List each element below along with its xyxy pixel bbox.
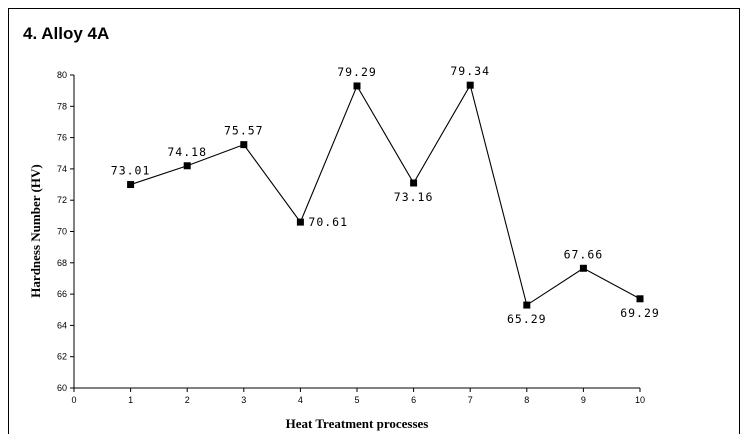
- y-tick-label: 74: [57, 164, 67, 174]
- y-tick-label: 64: [57, 320, 67, 330]
- data-label: 75.57: [224, 124, 264, 138]
- x-tick-label: 6: [411, 395, 416, 405]
- y-ticks: 60 62 64 66 68 70 72 74 76 78 80: [57, 70, 74, 393]
- data-point-marker: [523, 301, 531, 309]
- series-line: [130, 83, 641, 306]
- x-tick-label: 2: [185, 395, 190, 405]
- x-tick-label: 1: [128, 395, 133, 405]
- data-label: 69.29: [620, 306, 660, 320]
- x-tick-label: 9: [581, 395, 586, 405]
- y-tick-label: 78: [57, 101, 67, 111]
- y-tick-label: 72: [57, 195, 67, 205]
- y-tick-label: 66: [57, 289, 67, 299]
- data-label: 73.01: [111, 164, 151, 178]
- x-tick-label: 4: [298, 395, 303, 405]
- figure-frame: [8, 8, 740, 434]
- x-ticks: 0 1 2 3 4 5 6 7 8 9 10: [71, 388, 645, 405]
- data-label: 65.29: [507, 312, 547, 326]
- data-label: 70.61: [308, 215, 348, 229]
- data-point-marker: [353, 82, 361, 90]
- data-point-marker: [410, 179, 418, 187]
- y-tick-label: 60: [57, 383, 67, 393]
- data-point-marker: [579, 264, 587, 272]
- data-point-marker: [636, 295, 644, 303]
- y-axis-label: Hardness Number (HV): [28, 164, 43, 297]
- y-tick-label: 62: [57, 352, 67, 362]
- data-point-marker: [296, 218, 304, 226]
- data-label: 67.66: [564, 247, 604, 261]
- y-tick-label: 80: [57, 70, 67, 80]
- y-tick-label: 70: [57, 227, 67, 237]
- y-tick-label: 76: [57, 133, 67, 143]
- data-label: 73.16: [394, 190, 434, 204]
- data-point-marker: [183, 162, 191, 170]
- x-axis-label: Heat Treatment processes: [286, 416, 429, 431]
- x-tick-label: 7: [468, 395, 473, 405]
- data-point-marker: [466, 81, 474, 89]
- x-tick-label: 3: [241, 395, 246, 405]
- x-tick-label: 0: [71, 395, 76, 405]
- x-tick-label: 8: [524, 395, 529, 405]
- chart-title: 4. Alloy 4A: [23, 24, 110, 43]
- data-label: 74.18: [167, 145, 207, 159]
- data-label: 79.29: [337, 65, 377, 79]
- data-point-marker: [240, 141, 248, 149]
- x-tick-label: 5: [354, 395, 359, 405]
- data-label: 79.34: [450, 64, 490, 78]
- y-tick-label: 68: [57, 258, 67, 268]
- x-tick-label: 10: [635, 395, 645, 405]
- series-hardness: 73.01 74.18 75.57 70.61 79.29 73.16 79.34 65.29…: [111, 64, 660, 326]
- data-point-marker: [127, 181, 135, 189]
